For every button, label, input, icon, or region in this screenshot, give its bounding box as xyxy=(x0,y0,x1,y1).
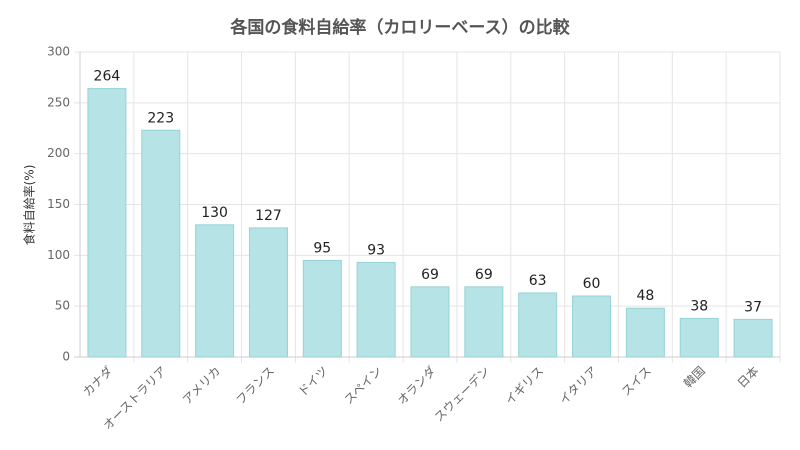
bar xyxy=(464,286,504,358)
data-label: 130 xyxy=(201,205,228,221)
bar xyxy=(356,261,396,358)
data-label: 60 xyxy=(583,276,601,292)
bar xyxy=(679,317,719,358)
x-tick-label: フランス xyxy=(233,364,277,408)
bar xyxy=(248,227,288,358)
data-label: 69 xyxy=(475,267,493,283)
x-tick-label: スイス xyxy=(619,364,654,399)
bar xyxy=(302,259,342,358)
data-label: 127 xyxy=(255,208,282,224)
y-tick-label: 50 xyxy=(55,299,70,313)
x-tick-label: スペイン xyxy=(341,364,384,407)
chart-title: 各国の食料自給率（カロリーベース）の比較 xyxy=(229,17,570,38)
x-tick-label: スウェーデン xyxy=(431,363,493,425)
data-label: 38 xyxy=(690,298,708,314)
x-tick-label: 日本 xyxy=(735,364,762,391)
y-tick-label: 100 xyxy=(47,248,70,262)
x-tick-label: カナダ xyxy=(79,363,115,399)
bar xyxy=(141,129,181,358)
y-tick-label: 300 xyxy=(47,45,70,59)
y-tick-label: 0 xyxy=(62,350,70,364)
data-label: 95 xyxy=(313,240,331,256)
x-tick-label: アメリカ xyxy=(180,364,223,407)
bar xyxy=(195,224,235,358)
x-tick-label: イタリア xyxy=(557,364,601,408)
data-label: 223 xyxy=(147,110,174,126)
bar xyxy=(518,292,558,358)
data-label: 264 xyxy=(94,69,121,85)
data-label: 63 xyxy=(529,273,547,289)
x-tick-label: 韓国 xyxy=(681,364,708,391)
y-tick-label: 250 xyxy=(47,95,70,109)
y-axis-label: 食料自給率(%) xyxy=(22,165,37,246)
x-tick-label: イギリス xyxy=(502,364,546,408)
bar xyxy=(625,307,665,358)
data-label: 93 xyxy=(367,242,385,258)
bar xyxy=(733,318,773,358)
x-tick-label: ドイツ xyxy=(296,364,331,399)
x-tick-label: オランダ xyxy=(394,363,439,408)
bar xyxy=(87,88,127,358)
data-label: 69 xyxy=(421,267,439,283)
bar xyxy=(410,286,450,358)
bar xyxy=(572,295,612,358)
data-label: 48 xyxy=(636,288,654,304)
y-tick-label: 200 xyxy=(47,146,70,160)
y-tick-label: 150 xyxy=(47,197,70,211)
data-label: 37 xyxy=(744,299,762,315)
